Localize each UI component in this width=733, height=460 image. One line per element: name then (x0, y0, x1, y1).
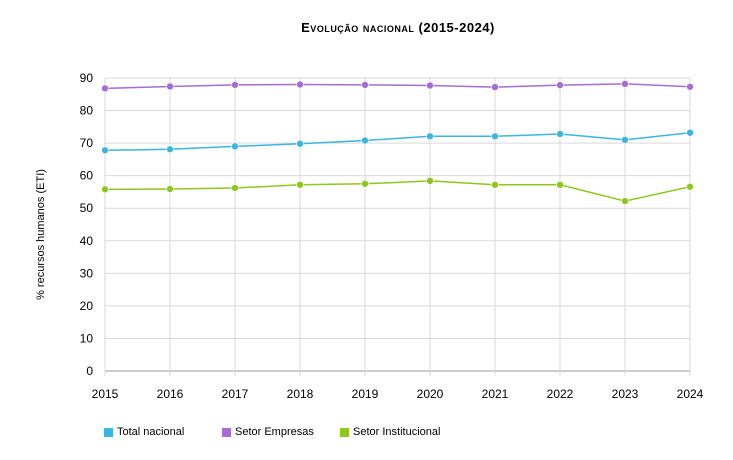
legend-item[interactable]: Total nacional (104, 426, 222, 438)
data-point (296, 180, 304, 189)
chart-title: Evolução nacional (2015-2024) (301, 20, 495, 35)
y-tick-label: 70 (80, 136, 94, 150)
data-point (231, 142, 239, 151)
data-point (556, 180, 564, 189)
data-point (426, 177, 434, 185)
legend-item[interactable]: Setor Empresas (222, 426, 340, 438)
y-axis-label: % recursos humanos (ETI) (35, 169, 47, 300)
data-point (686, 182, 694, 191)
data-point (101, 146, 109, 155)
data-point (556, 81, 564, 89)
data-point (166, 82, 174, 91)
x-tick-label: 2018 (287, 387, 314, 401)
x-tick-label: 2016 (157, 387, 184, 401)
legend-label: Setor Institucional (353, 426, 441, 438)
y-tick-label: 30 (80, 266, 94, 280)
data-point (166, 185, 174, 193)
data-point (361, 180, 369, 188)
legend: Total nacional Setor Empresas Setor Instit… (104, 426, 458, 438)
series-line-1 (104, 131, 691, 152)
series-line-2 (104, 83, 691, 90)
y-tick-label: 90 (80, 71, 94, 85)
data-point (426, 132, 434, 141)
data-point (426, 81, 434, 90)
data-point (296, 80, 304, 89)
legend-swatch (340, 427, 349, 437)
grid (104, 77, 691, 376)
legend-item[interactable]: Setor Institucional (340, 426, 458, 438)
data-point (491, 132, 499, 141)
y-tick-label: 0 (86, 364, 93, 378)
data-point (101, 185, 109, 194)
x-tick-label: 2024 (677, 387, 704, 401)
legend-label: Total nacional (117, 426, 185, 438)
data-point (361, 81, 369, 89)
legend-label: Setor Empresas (235, 426, 314, 438)
x-tick-label: 2015 (92, 387, 119, 401)
data-point (491, 180, 499, 189)
data-point (621, 80, 629, 88)
x-tick-label: 2020 (417, 387, 444, 401)
data-point (621, 197, 629, 205)
series-line-3 (104, 180, 691, 202)
series (101, 80, 694, 205)
x-tick-label: 2021 (482, 387, 509, 401)
data-point (296, 139, 304, 148)
x-tick-label: 2019 (352, 387, 379, 401)
data-point (491, 83, 499, 91)
y-tick-label: 50 (80, 201, 94, 215)
y-tick-label: 20 (80, 299, 94, 313)
data-point (361, 136, 369, 145)
data-point (231, 81, 239, 89)
data-point (101, 84, 109, 93)
x-tick-label: 2017 (222, 387, 249, 401)
x-tick-label: 2023 (612, 387, 639, 401)
data-point (621, 136, 629, 144)
legend-swatch (222, 427, 231, 437)
legend-swatch (104, 427, 113, 437)
data-point (686, 128, 694, 137)
y-tick-label: 40 (80, 234, 94, 248)
data-point (231, 184, 239, 192)
data-point (166, 145, 174, 154)
x-tick-label: 2022 (547, 387, 574, 401)
data-point (686, 82, 694, 91)
y-tick-label: 80 (80, 104, 94, 118)
tick-labels: 0 10 20 30 40 50 60 70 80 90 2015 2016 2017 2018 2019 2… (80, 71, 704, 401)
y-tick-label: 60 (80, 169, 94, 183)
y-tick-label: 10 (80, 331, 94, 345)
data-point (556, 130, 564, 138)
